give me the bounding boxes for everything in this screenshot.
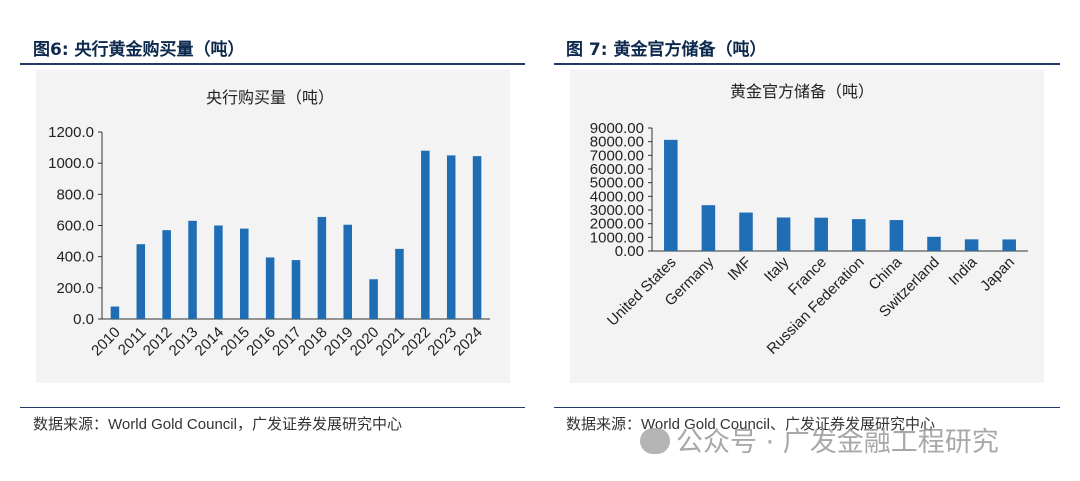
purchases-bar — [265, 257, 275, 319]
purchases-bar — [343, 224, 353, 319]
right-source-prefix: 数据来源： — [566, 415, 642, 433]
purchases-y-tick-label: 400.0 — [56, 249, 94, 266]
reserves-bar — [664, 139, 678, 251]
reserves-y-tick-label: 6000.00 — [590, 161, 644, 178]
purchases-bar — [291, 260, 301, 319]
purchases-bar — [214, 225, 223, 319]
reserves-x-tick-label: Japan — [977, 254, 1018, 295]
purchases-y-tick-label: 1000.0 — [48, 155, 94, 172]
reserves-y-tick-label: 3000.00 — [590, 202, 644, 219]
purchases-bar — [317, 216, 327, 319]
right-title-rule — [554, 63, 1060, 65]
purchases-chart-title: 央行购买量（吨） — [206, 88, 334, 107]
reserves-bar — [927, 236, 941, 251]
left-source-prefix: 数据来源： — [33, 415, 109, 433]
left-source-org: World Gold Council — [108, 416, 237, 433]
left-figure-title: 图6: 央行黄金购买量（吨） — [33, 40, 245, 60]
right-figure-panel: 图 7: 黄金官方储备（吨） 黄金官方储备（吨） 0.00 1000.00 2000.… — [540, 0, 1080, 481]
purchases-bar — [239, 228, 249, 319]
purchases-bar — [136, 244, 146, 319]
watermark-text: 公众号 · 广发金融工程研究 — [676, 427, 999, 458]
right-source-suffix: 、广发证券发展研究中心 — [769, 415, 935, 433]
purchases-y-tick-label: 0.0 — [73, 311, 94, 328]
reserves-bar — [814, 217, 828, 251]
official-gold-reserves-chart: 黄金官方储备（吨） 0.001000.002000.003000.004000.0… — [590, 82, 1028, 358]
left-title-rule — [20, 63, 525, 65]
right-source-rule — [554, 407, 1060, 408]
left-figure-panel: 图6: 央行黄金购买量（吨） 央行购买量（吨） 0.0 200.0 400.0 600.… — [20, 40, 525, 434]
reserves-bar — [776, 217, 791, 251]
reserves-y-tick-label: 1000.00 — [590, 229, 644, 246]
reserves-bar — [964, 239, 979, 251]
right-source-note: 数据来源：World Gold Council、广发证券发展研究中心 — [566, 413, 935, 434]
purchases-x-tick-label: 2011 — [115, 324, 150, 359]
reserves-x-tick-label: IMF — [725, 254, 755, 284]
reserves-y-tick-label: 0.00 — [615, 243, 644, 260]
reserves-bar — [701, 205, 716, 251]
reserves-y-tick-label: 8000.00 — [590, 134, 644, 151]
reserves-x-tick-label: India — [945, 253, 980, 288]
right-figure-title: 图 7: 黄金官方储备（吨） — [566, 40, 767, 60]
left-source-rule — [20, 407, 525, 408]
reserves-y-tick-label: 9000.00 — [590, 120, 644, 137]
central-bank-purchases-chart: 央行购买量（吨） 0.0 200.0 400.0 600.0 800.0 1000.0 120… — [48, 88, 490, 360]
purchases-y-tick-label: 800.0 — [56, 186, 94, 203]
left-source-note: 数据来源：World Gold Council，广发证券发展研究中心 — [33, 413, 402, 434]
purchases-bar — [472, 156, 482, 319]
purchases-y-tick-label: 600.0 — [56, 218, 94, 235]
purchases-bar — [162, 230, 171, 319]
reserves-y-tick-label: 4000.00 — [590, 188, 644, 205]
reserves-x-tick-label: Italy — [761, 253, 793, 285]
right-chart-background — [570, 70, 1044, 383]
reserves-bar — [889, 220, 904, 251]
reserves-y-tick-label: 5000.00 — [590, 175, 644, 192]
left-source-suffix: ，广发证券发展研究中心 — [236, 415, 402, 433]
left-chart-background — [36, 70, 510, 383]
purchases-bar — [369, 279, 378, 319]
purchases-bar — [188, 220, 197, 319]
reserves-bar — [852, 219, 866, 251]
reserves-y-tick-label: 2000.00 — [590, 216, 644, 233]
purchases-bar — [110, 306, 120, 319]
right-source-org: World Gold Council — [641, 416, 770, 433]
reserves-chart-title: 黄金官方储备（吨） — [730, 82, 874, 101]
purchases-x-tick-label: 2024 — [450, 324, 486, 360]
reserves-bar — [1002, 239, 1016, 251]
wechat-icon — [640, 427, 670, 454]
purchases-y-tick-label: 200.0 — [56, 280, 94, 297]
reserves-y-tick-label: 7000.00 — [590, 147, 644, 164]
purchases-bar — [395, 248, 404, 319]
purchases-bar — [421, 150, 430, 319]
watermark: 公众号 · 广发金融工程研究 — [640, 420, 999, 459]
purchases-bar — [446, 155, 456, 319]
purchases-y-tick-label: 1200.0 — [48, 124, 94, 141]
reserves-bar — [739, 212, 753, 251]
